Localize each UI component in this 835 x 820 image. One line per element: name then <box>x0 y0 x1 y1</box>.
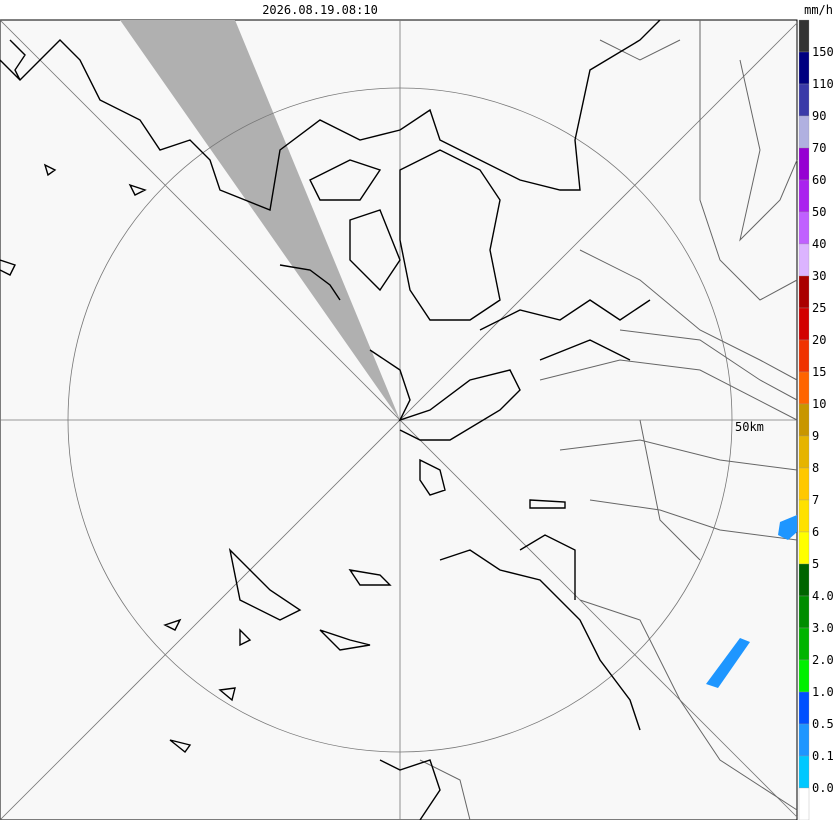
legend-swatch <box>798 467 810 501</box>
legend-swatch <box>798 147 810 181</box>
unit-label: mm/h <box>804 3 833 17</box>
legend-label: 1.0 <box>812 685 834 699</box>
echo <box>778 515 797 540</box>
legend-swatch <box>798 723 810 757</box>
legend-swatch <box>798 307 810 341</box>
legend-label: 4.0 <box>812 589 834 603</box>
legend-swatch <box>798 211 810 245</box>
timestamp: 2026.08.19.08:10 <box>262 3 378 17</box>
legend-swatch <box>798 531 810 565</box>
legend-label: 0.5 <box>812 717 834 731</box>
blocked-beam <box>120 20 400 420</box>
legend-label: 40 <box>812 237 826 251</box>
legend-swatch <box>798 563 810 597</box>
legend-swatch <box>798 435 810 469</box>
legend-label: 6 <box>812 525 819 539</box>
legend-swatch <box>798 243 810 277</box>
legend-swatch <box>798 51 810 85</box>
legend-label: 50 <box>812 205 826 219</box>
legend-swatch <box>798 275 810 309</box>
coastline <box>0 19 661 820</box>
legend-label: 25 <box>812 301 826 315</box>
legend-swatch <box>798 19 810 53</box>
legend-swatch <box>798 659 810 693</box>
legend-label: 8 <box>812 461 819 475</box>
legend-label: 5 <box>812 557 819 571</box>
legend-swatch <box>798 691 810 725</box>
admin-borders <box>419 20 798 820</box>
legend-label: 90 <box>812 109 826 123</box>
legend-swatch <box>798 787 810 820</box>
diag-2 <box>0 22 798 820</box>
legend-swatch <box>798 371 810 405</box>
range-label: 50km <box>735 420 764 434</box>
legend-label: 7 <box>812 493 819 507</box>
legend-swatch <box>798 83 810 117</box>
legend-label: 150 <box>812 45 834 59</box>
legend-swatch <box>798 499 810 533</box>
legend-label: 9 <box>812 429 819 443</box>
legend-swatch <box>798 115 810 149</box>
legend-label: 15 <box>812 365 826 379</box>
legend-label: 30 <box>812 269 826 283</box>
legend-label: 3.0 <box>812 621 834 635</box>
legend-swatch <box>798 627 810 661</box>
legend-label: 2.0 <box>812 653 834 667</box>
legend-label: 60 <box>812 173 826 187</box>
map: 50km <box>0 19 798 820</box>
diag-1 <box>0 19 798 818</box>
legend-label: 110 <box>812 77 834 91</box>
legend-label: 70 <box>812 141 826 155</box>
color-legend: 150 110 90 70 60 50 40 30 25 20 15 10 9 8 7 6 5 4.0 3.0 2.0… <box>798 19 834 820</box>
legend-swatch <box>798 755 810 789</box>
echo <box>706 638 750 688</box>
legend-label: 10 <box>812 397 826 411</box>
legend-label: 20 <box>812 333 826 347</box>
legend-swatch <box>798 403 810 437</box>
legend-swatch <box>798 179 810 213</box>
legend-swatch <box>798 339 810 373</box>
legend-swatch <box>798 595 810 629</box>
legend-label: 0.0 <box>812 781 834 795</box>
legend-label: 0.1 <box>812 749 834 763</box>
